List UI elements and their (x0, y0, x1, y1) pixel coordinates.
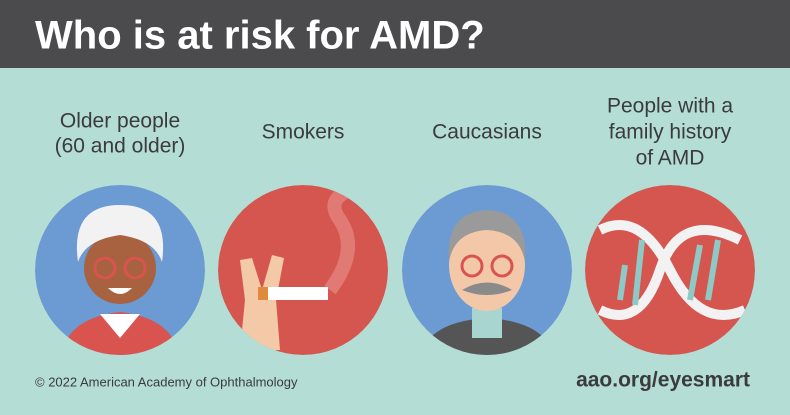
label: of AMD (636, 147, 705, 170)
dna-icon (585, 185, 755, 355)
label: family history (609, 121, 732, 144)
label: People with a (607, 95, 733, 118)
header-bar (0, 0, 790, 68)
label: Older people (60, 110, 180, 133)
smoker-icon (218, 185, 388, 355)
website-link: aao.org/eyesmart (576, 369, 750, 392)
label: Smokers (262, 121, 345, 144)
title: Who is at risk for AMD? (35, 14, 485, 58)
label: Caucasians (432, 121, 542, 144)
older-person-icon (35, 185, 205, 355)
label: (60 and older) (55, 135, 186, 158)
copyright: © 2022 American Academy of Ophthalmology (35, 374, 298, 389)
